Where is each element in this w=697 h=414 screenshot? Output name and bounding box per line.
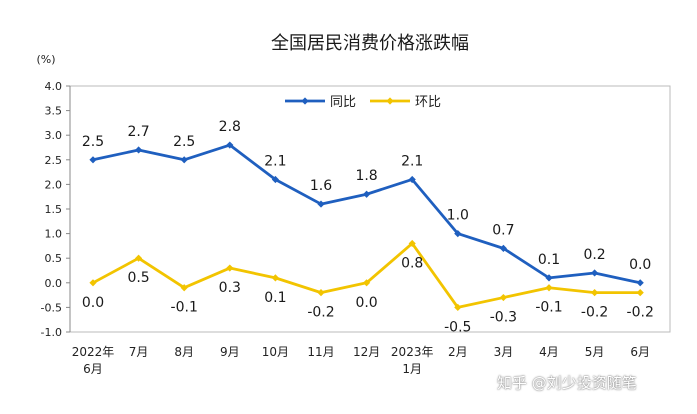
data-label-mom: -0.3 bbox=[490, 310, 517, 326]
data-label-yoy: 2.8 bbox=[219, 119, 241, 135]
data-point-mom bbox=[408, 239, 416, 248]
x-axis-ticks: 2022年 6月 7月 8月 9月 10月 11月 12月 2023年 1月 2月 3月 4月 5月 6月 bbox=[72, 345, 650, 376]
data-point-yoy bbox=[454, 230, 462, 238]
data-point-mom bbox=[89, 279, 97, 287]
x-tick-label: 7月 bbox=[129, 345, 149, 359]
data-label-mom: -0.2 bbox=[581, 305, 608, 321]
legend-label: 同比 bbox=[330, 95, 356, 110]
y-tick-label: 0.5 bbox=[45, 252, 63, 265]
x-tick-label: 8月 bbox=[174, 345, 194, 359]
series-layer bbox=[89, 141, 644, 311]
y-tick-label: 3.5 bbox=[45, 105, 63, 118]
data-point-mom bbox=[180, 284, 188, 292]
y-tick-label: 4.0 bbox=[45, 80, 63, 93]
data-label-yoy: 0.0 bbox=[629, 257, 651, 273]
x-tick-label-line2: 1月 bbox=[402, 362, 422, 376]
x-tick-label: 6月 bbox=[630, 345, 650, 359]
data-point-mom bbox=[636, 289, 644, 297]
x-tick-label: 3月 bbox=[494, 345, 514, 359]
data-label-yoy: 2.5 bbox=[173, 134, 195, 150]
data-label-yoy: 1.0 bbox=[447, 208, 469, 224]
data-point-yoy bbox=[89, 156, 97, 164]
y-axis-unit: (%) bbox=[36, 53, 55, 66]
y-axis-ticks: 4.0 3.5 3.0 2.5 2.0 1.5 1.0 0.5 0.0 -0.5 -1.0 bbox=[41, 80, 70, 339]
data-label-mom: -0.5 bbox=[444, 319, 471, 335]
data-point-mom bbox=[591, 289, 599, 297]
data-label-mom: 0.0 bbox=[355, 295, 377, 311]
legend: 同比 环比 bbox=[285, 95, 441, 110]
data-point-yoy bbox=[636, 279, 644, 287]
data-label-yoy: 0.1 bbox=[538, 252, 560, 268]
legend-swatch-marker bbox=[301, 97, 309, 105]
data-label-mom: -0.2 bbox=[307, 305, 334, 321]
data-point-mom bbox=[545, 284, 553, 292]
x-tick-label-line2: 6月 bbox=[83, 362, 103, 376]
data-point-yoy bbox=[408, 175, 416, 184]
data-point-yoy bbox=[226, 141, 234, 149]
x-tick-label: 4月 bbox=[539, 345, 559, 359]
data-label-yoy: 2.7 bbox=[127, 124, 149, 140]
data-point-yoy bbox=[499, 244, 507, 252]
data-label-yoy: 2.1 bbox=[401, 153, 423, 169]
data-label-yoy: 0.7 bbox=[492, 222, 514, 238]
legend-swatch-marker bbox=[386, 97, 394, 105]
data-label-mom: 0.1 bbox=[264, 290, 286, 306]
data-label-yoy: 1.6 bbox=[310, 178, 332, 194]
x-tick-label: 12月 bbox=[353, 345, 380, 359]
x-tick-label: 9月 bbox=[220, 345, 240, 359]
y-tick-label: 1.5 bbox=[45, 203, 63, 216]
legend-label: 环比 bbox=[415, 95, 441, 110]
chart-title: 全国居民消费价格涨跌幅 bbox=[271, 33, 469, 54]
y-tick-label: 0.0 bbox=[45, 277, 63, 290]
data-label-mom: -0.2 bbox=[627, 305, 654, 321]
data-labels: 2.5 2.7 2.5 2.8 2.1 1.6 1.8 2.1 1.0 0.7 0.1 0.2 0.0 0… bbox=[82, 119, 654, 335]
data-point-yoy bbox=[545, 274, 553, 282]
data-point-mom bbox=[363, 279, 371, 287]
data-point-mom bbox=[226, 264, 234, 272]
data-label-mom: -0.1 bbox=[171, 300, 198, 316]
y-tick-label: -0.5 bbox=[41, 301, 62, 314]
data-label-mom: -0.1 bbox=[535, 300, 562, 316]
x-tick-label: 2月 bbox=[448, 345, 468, 359]
x-tick-label: 5月 bbox=[585, 345, 605, 359]
x-tick-label: 10月 bbox=[262, 345, 289, 359]
y-tick-label: 2.5 bbox=[45, 154, 63, 167]
data-label-yoy: 1.8 bbox=[355, 168, 377, 184]
data-point-yoy bbox=[135, 146, 143, 154]
data-label-mom: 0.0 bbox=[82, 295, 104, 311]
data-point-mom bbox=[454, 303, 462, 311]
data-point-mom bbox=[135, 254, 143, 262]
y-tick-label: 1.0 bbox=[45, 228, 63, 241]
data-label-yoy: 2.1 bbox=[264, 153, 286, 169]
y-tick-label: 3.0 bbox=[45, 129, 63, 142]
y-tick-label: -1.0 bbox=[41, 326, 62, 339]
data-label-mom: 0.3 bbox=[219, 280, 241, 296]
data-point-mom bbox=[499, 293, 507, 302]
x-tick-label: 11月 bbox=[307, 345, 334, 359]
data-label-yoy: 0.2 bbox=[583, 247, 605, 263]
data-point-yoy bbox=[180, 156, 188, 164]
x-tick-label: 2022年 bbox=[72, 345, 115, 359]
data-label-yoy: 2.5 bbox=[82, 134, 104, 150]
data-point-yoy bbox=[591, 269, 599, 277]
y-tick-label: 2.0 bbox=[45, 178, 63, 191]
data-point-mom bbox=[317, 289, 325, 297]
data-point-mom bbox=[271, 274, 279, 282]
data-label-mom: 0.8 bbox=[401, 255, 423, 271]
x-tick-label: 2023年 bbox=[391, 345, 434, 359]
data-point-yoy bbox=[363, 190, 371, 198]
watermark: 知乎 @刘少投资随笔 bbox=[497, 374, 637, 392]
data-label-mom: 0.5 bbox=[127, 270, 149, 286]
data-point-yoy bbox=[271, 175, 279, 184]
data-point-yoy bbox=[317, 200, 325, 208]
